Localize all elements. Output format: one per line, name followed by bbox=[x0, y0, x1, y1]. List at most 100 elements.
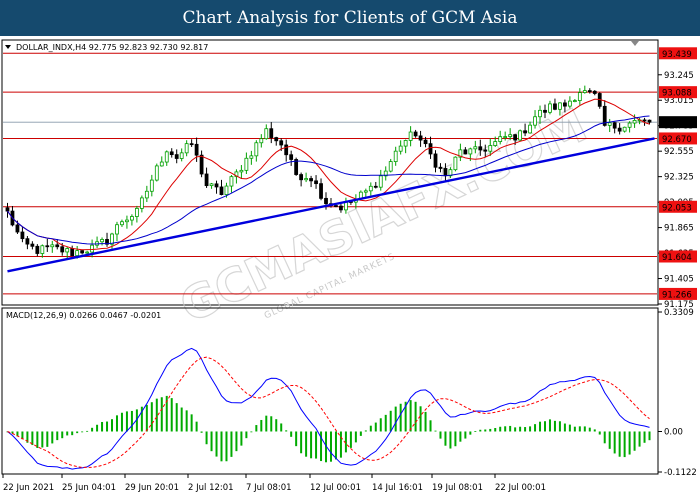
candle-body bbox=[612, 122, 617, 129]
macd-histogram-bar bbox=[459, 431, 462, 442]
candle-body bbox=[174, 154, 179, 159]
macd-histogram-bar bbox=[534, 424, 537, 432]
candle-body bbox=[398, 145, 403, 152]
candle-body bbox=[214, 183, 219, 188]
candle-body bbox=[100, 239, 104, 243]
macd-histogram-bar bbox=[424, 411, 427, 432]
macd-header-label: MACD(12,26,9) 0.0266 0.0467 -0.0201 bbox=[6, 311, 161, 320]
macd-histogram-bar bbox=[389, 410, 392, 432]
macd-histogram-bar bbox=[135, 409, 138, 432]
macd-histogram-bar bbox=[638, 431, 641, 447]
candle-body bbox=[289, 154, 294, 160]
macd-histogram-bar bbox=[499, 426, 502, 432]
candle-body bbox=[508, 134, 513, 137]
macd-histogram-bar bbox=[359, 431, 362, 436]
macd-histogram-bar bbox=[449, 431, 452, 449]
macd-histogram-bar bbox=[598, 431, 601, 435]
macd-panel-frame bbox=[1, 307, 659, 475]
level-label-text: 93.439 bbox=[662, 50, 692, 60]
candle-body bbox=[423, 139, 428, 145]
candle-body bbox=[120, 221, 124, 226]
macd-histogram-bar bbox=[195, 421, 198, 432]
macd-histogram-bar bbox=[56, 431, 59, 441]
macd-histogram-bar bbox=[439, 431, 442, 439]
ma-slow-line bbox=[7, 115, 650, 245]
macd-histogram-bar bbox=[334, 431, 337, 460]
level-lines bbox=[3, 52, 657, 295]
macd-histogram-bar bbox=[51, 431, 54, 444]
level-label-box bbox=[659, 200, 697, 213]
macd-histogram-bar bbox=[628, 431, 631, 455]
macd-histogram-bar bbox=[548, 419, 551, 432]
candle-body bbox=[139, 197, 144, 209]
level-label-text: 93.088 bbox=[662, 89, 692, 99]
macd-histogram-bar bbox=[280, 423, 283, 432]
collapse-triangle-icon bbox=[5, 45, 11, 49]
price-header-label: DOLLAR_INDX,H4 92.775 92.823 92.730 92.8… bbox=[16, 43, 208, 52]
macd-histogram-bar bbox=[240, 431, 243, 446]
candle-body bbox=[130, 216, 134, 221]
macd-histogram-bar bbox=[404, 401, 407, 432]
chart-svg: DOLLAR_INDX,H4 92.775 92.823 92.730 92.8… bbox=[0, 36, 700, 500]
macd-indicator bbox=[6, 347, 651, 470]
current-price-box bbox=[659, 116, 697, 129]
candle-body bbox=[110, 233, 114, 245]
macd-histogram-bar bbox=[115, 415, 118, 432]
time-axis: 22 Jun 2021 25 Jun 04:01 29 Jun 20:01 2 Jul… bbox=[2, 474, 546, 493]
candle-body bbox=[219, 186, 224, 195]
macd-histogram-bar bbox=[354, 431, 357, 443]
candle-body bbox=[159, 161, 164, 167]
macd-histogram-bar bbox=[643, 431, 646, 443]
macd-histogram-bar bbox=[374, 422, 377, 432]
macd-histogram-bar bbox=[529, 426, 532, 432]
candle-body bbox=[75, 250, 80, 257]
candle-body bbox=[468, 148, 473, 155]
macd-histogram-bar bbox=[429, 420, 432, 432]
macd-histogram-bar bbox=[539, 421, 542, 432]
candle-body bbox=[5, 207, 10, 212]
macd-histogram-bar bbox=[140, 406, 143, 432]
candle-body bbox=[209, 183, 214, 187]
macd-histogram-bar bbox=[489, 428, 492, 432]
candle-body bbox=[498, 136, 503, 142]
macd-tick-label: -0.1122 bbox=[664, 468, 697, 478]
macd-histogram-bar bbox=[101, 421, 104, 432]
macd-histogram-bar bbox=[275, 419, 278, 432]
macd-histogram-bar bbox=[61, 431, 64, 439]
macd-histogram-bar bbox=[409, 400, 412, 432]
candle-body bbox=[577, 92, 582, 101]
candle-body bbox=[458, 149, 463, 158]
candle-body bbox=[383, 170, 388, 177]
level-label-text: 92.053 bbox=[662, 203, 692, 213]
candle-body bbox=[433, 153, 438, 168]
macd-histogram-bar bbox=[41, 431, 44, 448]
macd-histogram-bar bbox=[474, 431, 477, 432]
candle-body bbox=[45, 245, 50, 248]
macd-histogram-bar bbox=[205, 431, 208, 445]
candle-body bbox=[473, 146, 478, 150]
candle-body bbox=[368, 185, 373, 192]
candle-body bbox=[478, 146, 483, 151]
candle-body bbox=[622, 126, 627, 132]
macd-histogram-bar bbox=[648, 431, 651, 441]
macd-histogram-bar bbox=[384, 414, 387, 432]
macd-histogram-bar bbox=[618, 431, 621, 457]
macd-histogram-bar bbox=[31, 431, 34, 446]
macd-histogram-bar bbox=[190, 414, 193, 432]
macd-histogram-bar bbox=[315, 431, 318, 459]
macd-histogram-bar bbox=[265, 415, 268, 432]
macd-histogram-bar bbox=[210, 431, 213, 452]
macd-histogram-bar bbox=[339, 431, 342, 458]
macd-histogram-bar bbox=[160, 397, 163, 432]
macd-histogram-bar bbox=[379, 418, 382, 432]
chart-title-banner: Chart Analysis for Clients of GCM Asia bbox=[0, 0, 700, 36]
macd-histogram-bar bbox=[399, 403, 402, 432]
level-label-text: 91.604 bbox=[662, 253, 692, 263]
macd-histogram-bar bbox=[568, 424, 571, 432]
macd-histogram-bar bbox=[255, 425, 258, 432]
macd-histogram-bar bbox=[504, 426, 507, 432]
macd-histogram-bar bbox=[578, 426, 581, 432]
macd-histogram-bar bbox=[494, 428, 497, 432]
time-tick-label: 2 Jul 12:01 bbox=[188, 483, 234, 493]
level-label-box bbox=[659, 47, 697, 60]
